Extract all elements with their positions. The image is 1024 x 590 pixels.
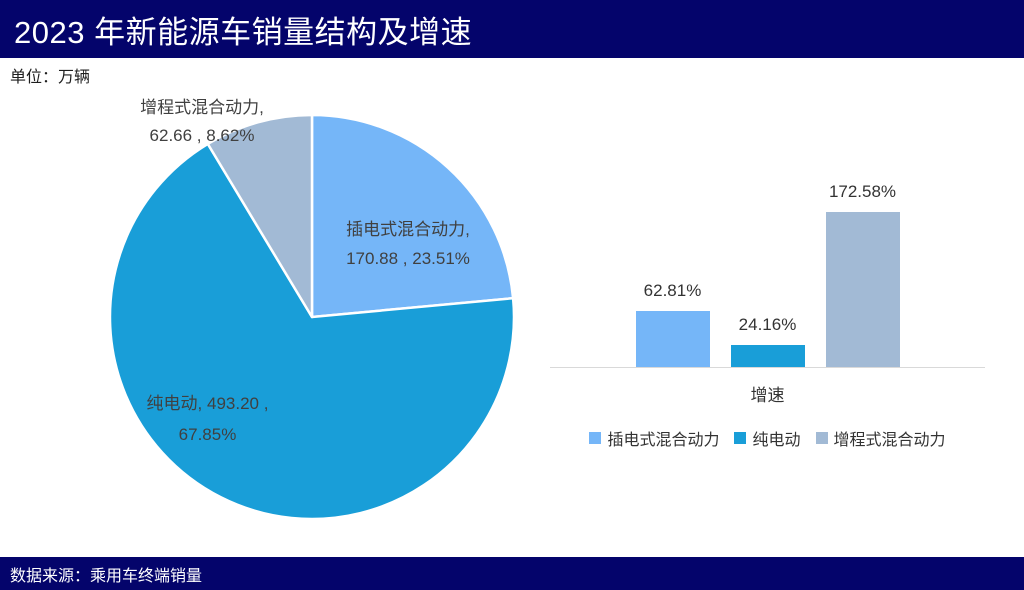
bar-column-0: 62.81% (635, 280, 710, 367)
pie-slice-0 (310, 113, 515, 319)
pie-label-line: 增程式混合动力, (140, 98, 264, 117)
bar-plot: 62.81% 24.16% 172.58% (550, 178, 985, 368)
legend-item-0: 插电式混合动力 (589, 426, 719, 450)
bar-x-axis-label: 增速 (750, 386, 785, 405)
pie-label-line: 62.66 , 8.62% (149, 126, 255, 145)
legend-label: 纯电动 (752, 432, 801, 449)
page-title: 2023 年新能源车销量结构及增速 (14, 14, 473, 50)
legend-item-2: 增程式混合动力 (815, 426, 946, 450)
legend-label: 插电式混合动力 (607, 432, 720, 449)
title-bar: 2023 年新能源车销量结构及增速 (0, 0, 1024, 58)
bar-2 (825, 211, 900, 367)
legend-swatch-icon (589, 432, 602, 444)
pie-label-line: 67.85% (178, 425, 237, 444)
bar-value-label: 24.16% (738, 315, 797, 335)
pie-slice-2 (206, 113, 314, 319)
bar-column-2: 172.58% (825, 181, 900, 367)
pie-label-pure-electric: 纯电动, 493.20 , 67.85% (130, 388, 285, 450)
bar-0 (635, 310, 710, 367)
pie-label-line: 170.88 , 23.51% (346, 249, 470, 268)
bar-column-1: 24.16% (730, 315, 805, 367)
bar-1 (730, 345, 805, 367)
legend-swatch-icon (815, 432, 828, 444)
unit-label: 单位：万辆 (10, 69, 91, 86)
pie-label-range-extended: 增程式混合动力, 62.66 , 8.62% (122, 94, 282, 150)
source-bar: 数据来源：乘用车终端销量 (0, 557, 1024, 590)
pie-label-line: 纯电动, 493.20 , (146, 394, 269, 413)
legend-item-1: 纯电动 (734, 426, 801, 450)
legend-label: 增程式混合动力 (833, 432, 946, 449)
legend: 插电式混合动力 纯电动 增程式混合动力 (550, 426, 985, 450)
bar-value-label: 62.81% (643, 280, 702, 300)
pie-label-plugin-hybrid: 插电式混合动力, 170.88 , 23.51% (333, 215, 483, 273)
pie-slice-1 (108, 142, 516, 521)
legend-swatch-icon (734, 432, 747, 444)
bar-value-label: 172.58% (828, 181, 897, 201)
pie-label-line: 插电式混合动力, (346, 220, 470, 239)
pie-plot (108, 113, 516, 521)
source-text: 数据来源：乘用车终端销量 (10, 567, 203, 585)
